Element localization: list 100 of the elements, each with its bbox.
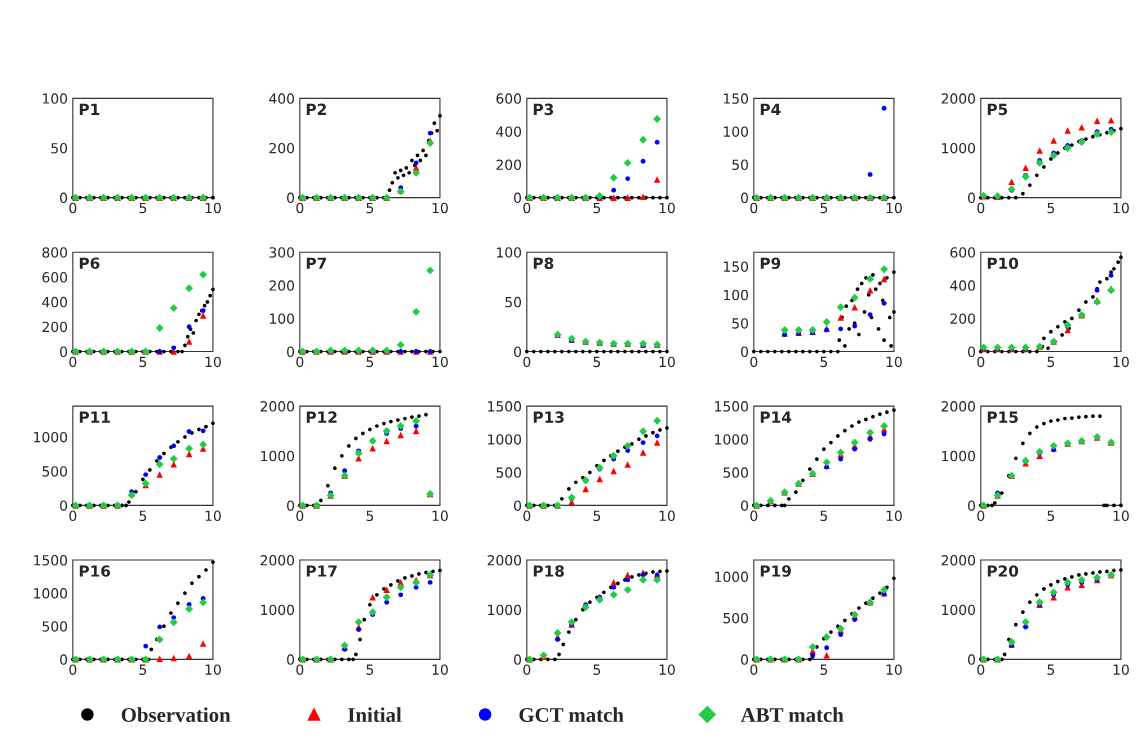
y-tick-label: 2000 [487,555,522,566]
y-tick-label: 0 [514,654,522,665]
x-tick-label: 10 [886,664,902,675]
x-tick-label: 10 [659,202,675,214]
y-tick-label: 0 [741,500,749,511]
chart-title: P5 [987,103,1008,116]
x-tick-label: 5 [593,202,601,214]
y-tick-label: 500 [496,467,522,478]
x-tick-label: 5 [1047,664,1055,675]
x-tick-label: 10 [1113,356,1129,368]
y-tick-label: 0 [287,346,295,357]
y-tick-label: 50 [732,318,749,329]
y-tick-label: 500 [42,466,68,477]
x-tick-label: 5 [1047,356,1055,368]
x-tick-label: 0 [750,356,758,368]
y-tick-label: 150 [723,93,749,104]
y-tick-label: 1500 [715,401,749,412]
y-tick-label: 400 [42,296,68,308]
x-tick-label: 0 [523,664,531,675]
y-tick-label: 50 [51,142,68,154]
x-tick-label: 0 [69,510,77,522]
x-tick-label: 10 [205,202,221,214]
x-tick-label: 10 [432,510,448,522]
y-tick-label: 2000 [260,401,295,412]
y-tick-label: 0 [514,192,522,204]
y-tick-label: 800 [42,247,68,258]
y-tick-label: 400 [496,126,522,137]
y-tick-label: 0 [968,654,976,665]
legend-label: GCT match [519,707,624,723]
chart-title: P12 [306,411,337,423]
x-tick-label: 0 [750,664,758,675]
chart-title: P13 [533,411,564,423]
x-tick-label: 0 [977,510,985,522]
y-tick-label: 100 [723,126,749,137]
y-tick-label: 0 [287,192,295,204]
chart-title: P20 [987,565,1019,577]
legend-label: Initial [348,707,402,723]
chart-title: P19 [760,565,791,577]
y-tick-label: 0 [60,500,68,511]
y-tick-label: 400 [950,280,976,291]
y-tick-label: 2000 [941,555,976,566]
y-tick-label: 1000 [261,450,295,462]
chart-title: P14 [760,411,792,423]
chart-title: P10 [987,257,1019,270]
y-tick-label: 0 [514,346,522,357]
y-tick-label: 600 [950,247,976,258]
chart-title: P9 [760,257,781,270]
y-tick-label: 150 [723,261,749,272]
x-tick-label: 5 [820,510,828,522]
y-tick-label: 200 [496,159,522,171]
y-tick-label: 0 [60,654,68,665]
x-tick-label: 10 [1113,510,1129,522]
y-tick-label: 600 [496,93,522,104]
y-tick-label: 200 [42,321,68,333]
y-tick-label: 1000 [942,604,976,616]
chart-title: P2 [306,103,326,115]
x-tick-label: 10 [205,664,221,675]
x-tick-label: 10 [432,356,448,368]
x-tick-label: 5 [139,510,147,522]
x-tick-label: 5 [593,356,601,368]
x-tick-label: 0 [296,664,304,675]
y-tick-label: 1000 [34,431,68,443]
x-tick-label: 0 [523,510,531,522]
y-tick-label: 500 [723,467,749,478]
x-tick-label: 10 [659,664,675,675]
x-tick-label: 10 [205,510,221,522]
y-tick-label: 1000 [715,571,749,583]
x-tick-label: 10 [659,510,675,522]
x-tick-label: 5 [366,664,374,675]
y-tick-label: 2000 [941,401,976,412]
y-tick-label: 600 [42,272,68,283]
chart-title: P6 [79,257,100,270]
x-tick-label: 0 [977,356,985,368]
y-tick-label: 300 [269,247,295,258]
chart-title: P4 [760,103,781,115]
y-tick-label: 100 [42,93,68,104]
x-tick-label: 5 [593,510,601,522]
y-tick-label: 0 [287,654,295,665]
x-tick-label: 5 [366,356,374,368]
x-tick-label: 5 [139,202,147,214]
legend-label: ABT match [740,707,844,723]
x-tick-label: 0 [296,510,304,522]
x-tick-label: 10 [886,202,902,214]
x-tick-label: 5 [1047,202,1055,214]
x-tick-label: 0 [69,202,77,214]
y-tick-label: 1000 [488,604,522,616]
legend-label: Observation [121,707,231,723]
y-tick-label: 50 [732,159,749,171]
x-tick-label: 10 [432,664,448,675]
y-tick-label: 1500 [34,555,68,566]
y-tick-label: 0 [60,192,68,204]
x-tick-label: 0 [296,202,304,214]
x-tick-label: 5 [820,356,828,368]
chart-title: P8 [533,257,554,270]
x-tick-label: 0 [750,510,758,522]
x-tick-label: 10 [205,356,221,368]
x-tick-label: 10 [886,510,902,522]
x-tick-label: 0 [977,202,985,214]
y-tick-label: 0 [741,654,749,665]
x-tick-label: 5 [593,664,601,675]
